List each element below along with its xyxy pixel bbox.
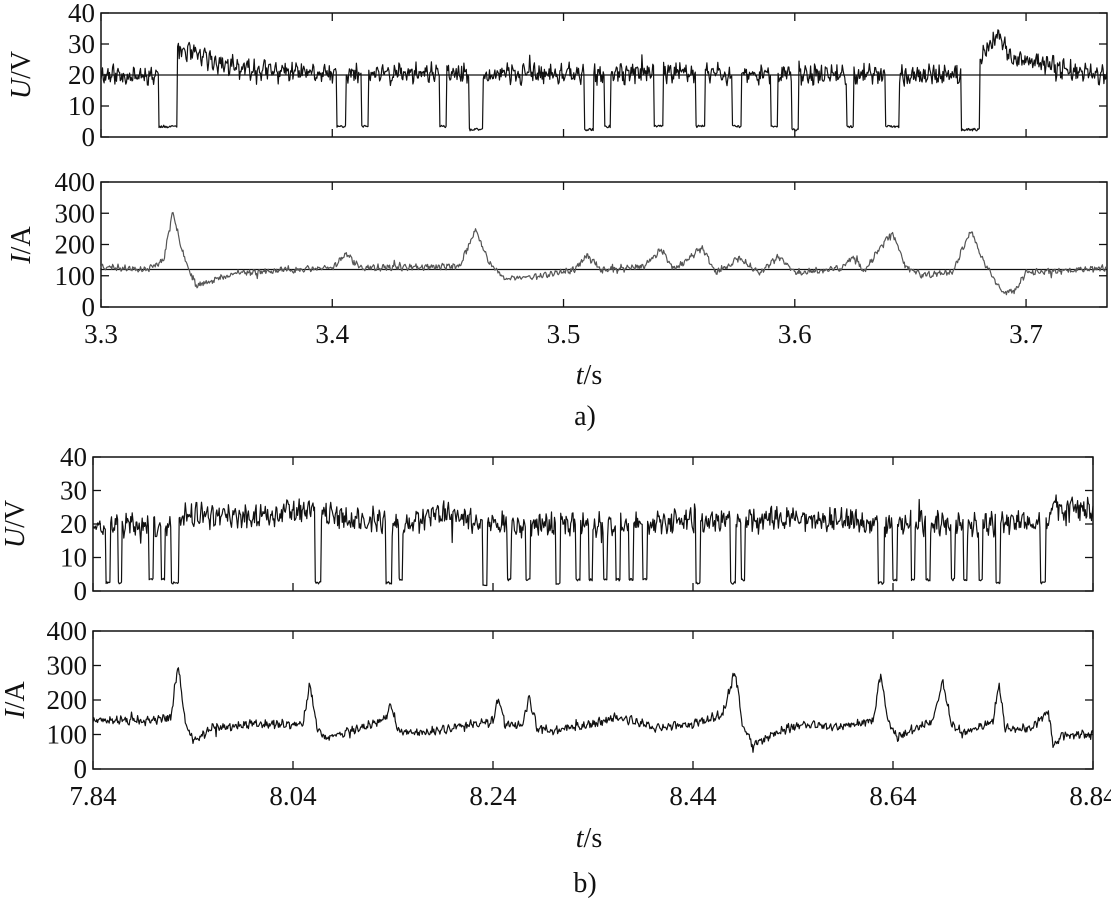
x-tick-label: 3.5: [547, 319, 581, 349]
figure-caption: a): [574, 401, 596, 432]
plot-frame: [100, 181, 1108, 308]
y-tick-label: 30: [60, 476, 87, 506]
x-tick-label: 7.84: [69, 781, 117, 811]
y-tick-label: 20: [68, 60, 95, 90]
x-tick-label: 8.24: [469, 781, 517, 811]
plot-frame: [92, 456, 1094, 592]
x-axis-unit: /s: [584, 360, 603, 391]
y-tick-label: 400: [55, 167, 96, 197]
y-tick-label: 10: [60, 543, 87, 573]
x-tick-label: 3.6: [778, 319, 812, 349]
y-tick-label: 200: [55, 230, 96, 260]
x-tick-labels: 3.3 3.4 3.5 3.6 3.7: [84, 319, 1043, 349]
x-axis-label: t/s: [576, 360, 602, 391]
x-tick-label: 3.3: [84, 319, 118, 349]
x-axis-variable: t: [576, 360, 585, 391]
y-axis-unit: /V: [6, 51, 37, 79]
y-tick-label: 300: [55, 198, 96, 228]
y-tick-label: 200: [47, 685, 88, 715]
y-tick-label: 40: [68, 0, 95, 28]
x-tick-label: 8.84: [1069, 781, 1111, 811]
y-axis-ticks: 0 100 200 300 400: [47, 616, 1093, 784]
x-axis-ticks: [92, 631, 1094, 769]
panel-b-current: 0 100 200 300 400 I/A 7.84 8.04 8.24 8.44 8.64 8.…: [0, 616, 1111, 811]
y-tick-label: 10: [68, 91, 95, 121]
y-tick-label: 0: [82, 292, 96, 322]
y-axis-variable: U: [6, 77, 37, 99]
plot-frame: [92, 630, 1094, 770]
y-tick-label: 100: [47, 720, 88, 750]
x-tick-label: 8.04: [269, 781, 317, 811]
x-axis-ticks: [92, 457, 1094, 591]
voltage-trace: [100, 29, 1108, 132]
y-tick-label: 30: [68, 29, 95, 59]
x-tick-label: 8.64: [869, 781, 917, 811]
voltage-trace: [92, 494, 1094, 587]
x-tick-label: 8.44: [669, 781, 717, 811]
y-axis-unit: /V: [0, 500, 31, 528]
x-axis-unit: /s: [584, 823, 603, 854]
x-tick-label: 3.7: [1009, 319, 1043, 349]
y-tick-label: 300: [47, 651, 88, 681]
current-trace: [100, 211, 1108, 296]
y-axis-label: U/V: [6, 51, 37, 99]
y-axis-variable: I: [0, 708, 31, 720]
y-tick-label: 20: [60, 509, 87, 539]
x-axis-label: t/s: [576, 823, 602, 854]
y-axis-unit: /A: [6, 226, 37, 255]
figure-caption: b): [573, 868, 596, 899]
y-tick-label: 400: [47, 616, 88, 646]
y-tick-label: 0: [82, 122, 96, 152]
y-tick-label: 100: [55, 261, 96, 291]
y-axis-variable: I: [6, 253, 37, 265]
current-trace: [92, 667, 1094, 753]
x-tick-labels: 7.84 8.04 8.24 8.44 8.64 8.84: [69, 781, 1111, 811]
x-tick-label: 3.4: [315, 319, 349, 349]
y-axis-label: U/V: [0, 500, 31, 548]
x-axis-ticks: [100, 182, 1027, 307]
x-axis-variable: t: [576, 823, 585, 854]
y-tick-label: 40: [60, 442, 87, 472]
y-axis-unit: /A: [0, 681, 31, 710]
y-axis-label: I/A: [0, 681, 31, 720]
x-axis-ticks: [100, 13, 1027, 137]
y-tick-label: 0: [74, 576, 88, 606]
y-axis-label: I/A: [6, 226, 37, 265]
y-tick-label: 0: [74, 754, 88, 784]
y-axis-variable: U: [0, 526, 31, 548]
